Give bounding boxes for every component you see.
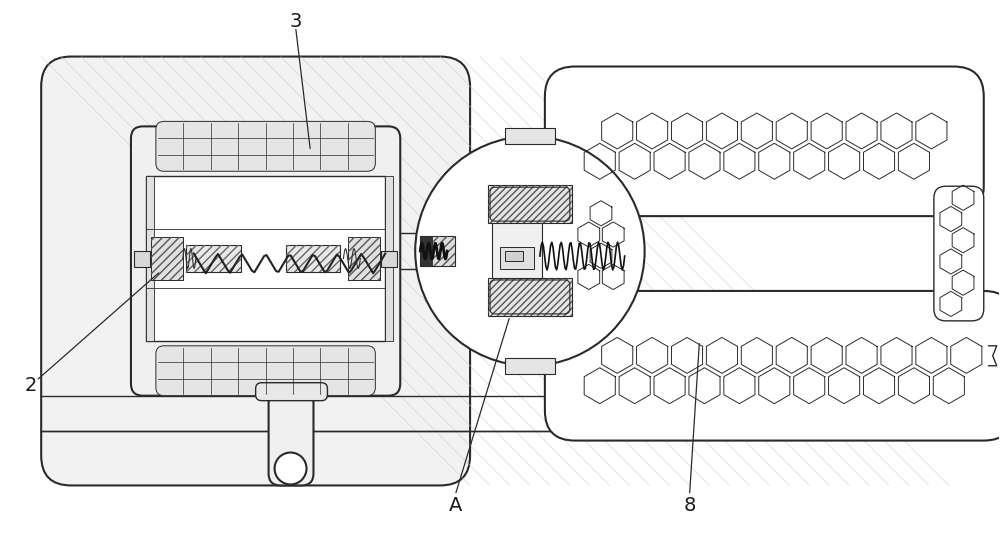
Circle shape	[275, 452, 306, 484]
Bar	[488, 185, 572, 223]
FancyBboxPatch shape	[934, 186, 984, 321]
Bar	[505, 251, 523, 261]
Bar	[134, 250, 150, 267]
Bar	[348, 236, 380, 280]
Bar	[488, 278, 572, 316]
Text: 3: 3	[289, 12, 302, 31]
Bar	[492, 223, 542, 278]
Bar	[286, 245, 340, 273]
FancyBboxPatch shape	[156, 121, 375, 171]
Bar	[385, 176, 393, 341]
Bar	[488, 278, 572, 316]
Bar	[186, 245, 241, 273]
Bar	[151, 236, 183, 280]
Bar	[146, 176, 385, 341]
Bar	[381, 250, 397, 267]
Bar	[286, 245, 340, 273]
FancyBboxPatch shape	[156, 346, 375, 395]
FancyBboxPatch shape	[256, 382, 327, 401]
FancyBboxPatch shape	[269, 391, 313, 485]
FancyBboxPatch shape	[41, 57, 470, 485]
FancyBboxPatch shape	[545, 67, 984, 216]
Bar	[488, 185, 572, 223]
Text: 8: 8	[683, 496, 696, 515]
Bar	[420, 236, 455, 266]
Bar	[348, 236, 380, 280]
FancyBboxPatch shape	[570, 186, 630, 296]
FancyBboxPatch shape	[545, 291, 1000, 440]
Text: 2: 2	[25, 376, 37, 395]
Text: A: A	[448, 496, 462, 515]
Bar	[420, 236, 455, 266]
Bar	[505, 128, 555, 144]
Bar	[146, 176, 154, 341]
Bar	[186, 245, 241, 273]
Bar	[420, 236, 432, 266]
FancyBboxPatch shape	[131, 127, 400, 395]
Bar	[505, 358, 555, 374]
Bar	[151, 236, 183, 280]
Bar	[500, 247, 534, 269]
Circle shape	[415, 136, 645, 366]
